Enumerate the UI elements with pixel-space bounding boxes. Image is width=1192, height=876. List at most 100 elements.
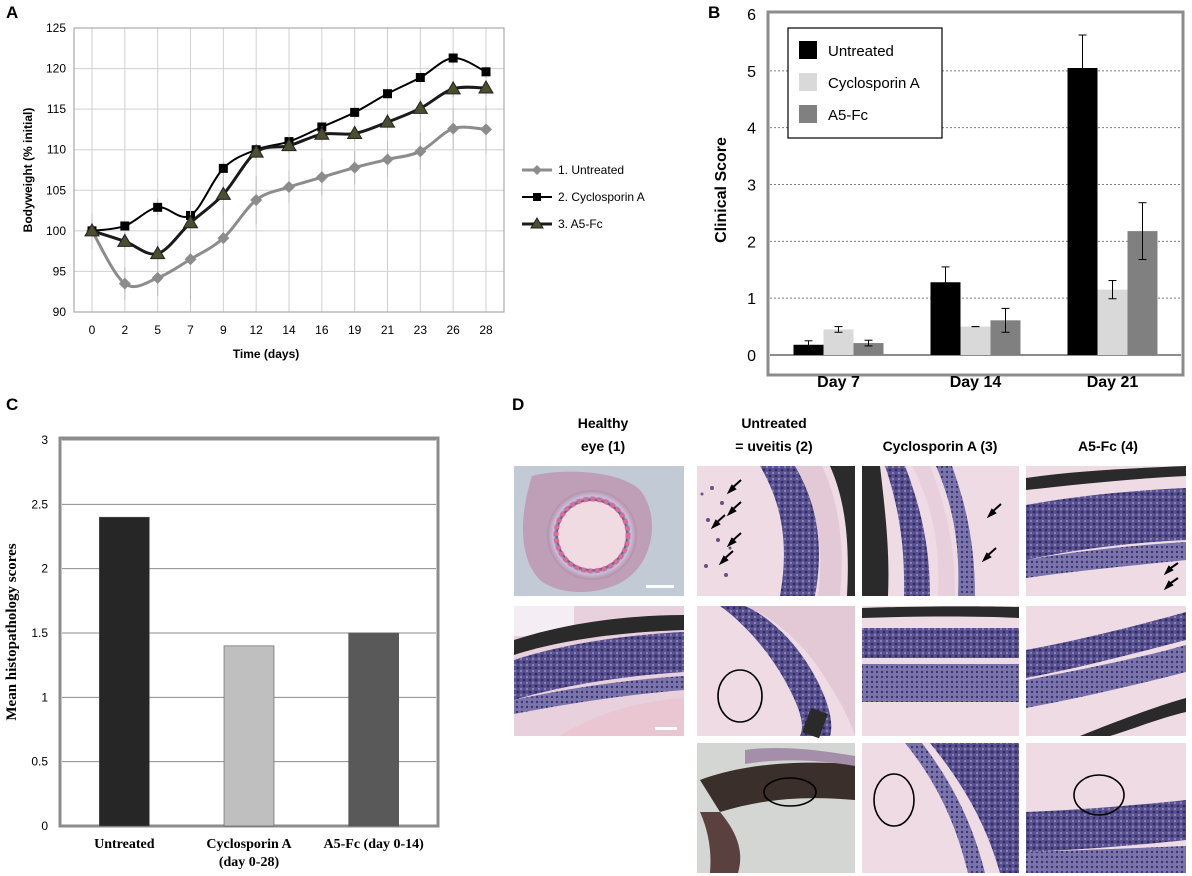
y-tick-label-c: 2.5 — [31, 497, 48, 511]
column-header-2-line2: = uveitis (2) — [735, 438, 812, 454]
panel-label-c: C — [6, 395, 18, 414]
y-tick-label-b: 5 — [747, 64, 756, 81]
bar-untreated — [99, 516, 150, 827]
data-point — [480, 123, 492, 136]
plot-frame-a — [73, 27, 505, 313]
y-tick-label-c: 1.5 — [31, 626, 48, 640]
histology-image-healthy-row1 — [514, 466, 684, 596]
histology-image-cyclosporin-row3 — [862, 743, 1019, 873]
x-tick-label-a: 28 — [479, 323, 493, 337]
x-tick-label-a: 7 — [187, 323, 194, 337]
legend-label: Cyclosporin A — [828, 75, 920, 92]
histology-image-cyclosporin-row1 — [862, 466, 1019, 596]
y-tick-label-a: 95 — [53, 264, 67, 278]
y-tick-label-b: 6 — [747, 7, 756, 24]
legend-label: 3. A5-Fc — [558, 217, 603, 231]
histology-image-a5fc-row2 — [1026, 606, 1186, 736]
x-tick-label-c: Untreated — [94, 837, 155, 852]
histology-image-untreated-row1 — [697, 466, 855, 596]
y-tick-label-a: 115 — [47, 102, 66, 116]
data-point — [448, 53, 458, 63]
data-point — [481, 67, 491, 77]
y-tick-label-b: 0 — [747, 348, 756, 365]
y-axis-label-c: Mean histopathology scores — [4, 543, 20, 720]
y-tick-label-a: 110 — [47, 143, 66, 157]
legend-label: Untreated — [828, 43, 894, 60]
bar-untreated — [793, 344, 824, 355]
panel-a: A 90 95 100 105 110 115 120 125 0 2 5 7 9 12 14 16 19 21 2… — [6, 3, 645, 361]
bar-cyclosporin — [1097, 289, 1128, 355]
data-point — [315, 171, 328, 184]
y-tick-label-c: 2 — [41, 562, 48, 576]
data-point — [217, 232, 230, 245]
histology-image-untreated-row2 — [697, 606, 855, 739]
x-tick-label-c: Cyclosporin A — [206, 837, 292, 852]
x-tick-label-b: Day 21 — [1087, 374, 1139, 391]
histology-column-headers: Healthy eye (1) Untreated = uveitis (2) … — [578, 415, 1138, 454]
legend-label: 1. Untreated — [558, 163, 624, 177]
data-point — [414, 145, 427, 158]
y-tick-label-a: 125 — [46, 21, 66, 35]
data-point — [383, 89, 392, 99]
data-point — [445, 80, 462, 95]
column-header-4: A5-Fc (4) — [1078, 438, 1138, 454]
x-tick-sublabel-c: (day 0-28) — [219, 855, 280, 870]
bar-cyclosporin — [823, 329, 854, 355]
data-point — [215, 186, 232, 200]
histology-image-healthy-row2 — [514, 606, 684, 736]
data-point — [381, 153, 394, 166]
data-point — [346, 125, 363, 139]
column-header-2-line1: Untreated — [741, 415, 806, 431]
bar-cyclosporin — [223, 645, 275, 827]
data-point — [412, 100, 429, 114]
legend-b: Untreated Cyclosporin A A5-Fc — [787, 27, 943, 139]
x-tick-label-b: Day 14 — [950, 374, 1002, 391]
plot-frame-b — [766, 10, 1185, 377]
histology-image-cyclosporin-row2 — [862, 606, 1019, 736]
bar-cyclosporin — [960, 326, 991, 355]
y-tick-label-b: 3 — [747, 178, 756, 195]
data-point — [153, 202, 163, 212]
y-tick-label-a: 105 — [46, 183, 66, 197]
x-tick-label-a: 5 — [154, 323, 161, 337]
y-tick-label-a: 120 — [46, 62, 66, 76]
data-point — [313, 126, 330, 140]
legend-swatch — [799, 105, 817, 123]
data-point — [118, 277, 131, 290]
panel-d: D Healthy eye (1) Untreated = uveitis (2… — [512, 395, 1186, 873]
legend-a: 1. Untreated 2. Cyclosporin A 3. A5-Fc — [522, 163, 645, 231]
column-header-1-line1: Healthy — [578, 415, 629, 431]
panel-label-b: B — [708, 3, 720, 22]
y-tick-label-b: 2 — [747, 234, 756, 251]
column-header-3: Cyclosporin A (3) — [883, 438, 998, 454]
y-tick-label-c: 0.5 — [31, 755, 48, 769]
data-point — [120, 221, 130, 231]
bar-a5fc — [348, 632, 399, 827]
x-axis-label-a: Time (days) — [233, 347, 299, 361]
x-tick-label-a: 26 — [446, 323, 460, 337]
y-tick-label-a: 90 — [53, 305, 67, 319]
data-point — [348, 161, 361, 174]
y-axis-label-b: Clinical Score — [713, 137, 730, 243]
data-point — [478, 80, 494, 94]
x-tick-label-a: 16 — [315, 323, 329, 337]
x-tick-label-a: 14 — [282, 323, 296, 337]
data-point — [281, 137, 297, 152]
x-tick-label-a: 19 — [348, 323, 362, 337]
data-point — [84, 222, 100, 237]
panel-b: B 0 1 2 3 4 5 6 Day 7 Day 14 Day 21 Clinical Scor… — [708, 3, 1185, 391]
y-tick-label-b: 1 — [747, 291, 756, 308]
data-point — [283, 181, 295, 194]
data-point — [184, 253, 197, 266]
y-tick-label-c: 0 — [41, 819, 48, 833]
x-tick-label-c: A5-Fc (day 0-14) — [324, 837, 425, 852]
legend-swatch — [799, 73, 817, 91]
x-tick-label-b: Day 7 — [817, 374, 860, 391]
series-a-3 — [84, 79, 494, 266]
column-header-1-line2: eye (1) — [581, 438, 625, 454]
legend-marker — [532, 165, 542, 175]
bar-a5fc — [853, 343, 884, 355]
data-point — [379, 114, 396, 128]
legend-label: A5-Fc — [828, 107, 869, 124]
y-tick-label-c: 1 — [41, 690, 48, 704]
